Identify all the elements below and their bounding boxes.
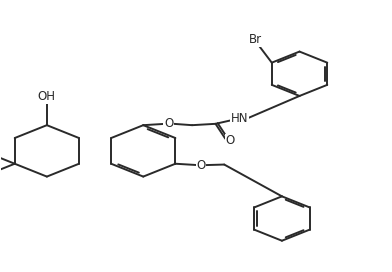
Text: O: O	[164, 117, 173, 130]
Text: O: O	[225, 134, 234, 147]
Text: OH: OH	[38, 90, 56, 103]
Text: Br: Br	[249, 33, 262, 46]
Text: O: O	[196, 159, 205, 172]
Text: HN: HN	[231, 112, 249, 125]
